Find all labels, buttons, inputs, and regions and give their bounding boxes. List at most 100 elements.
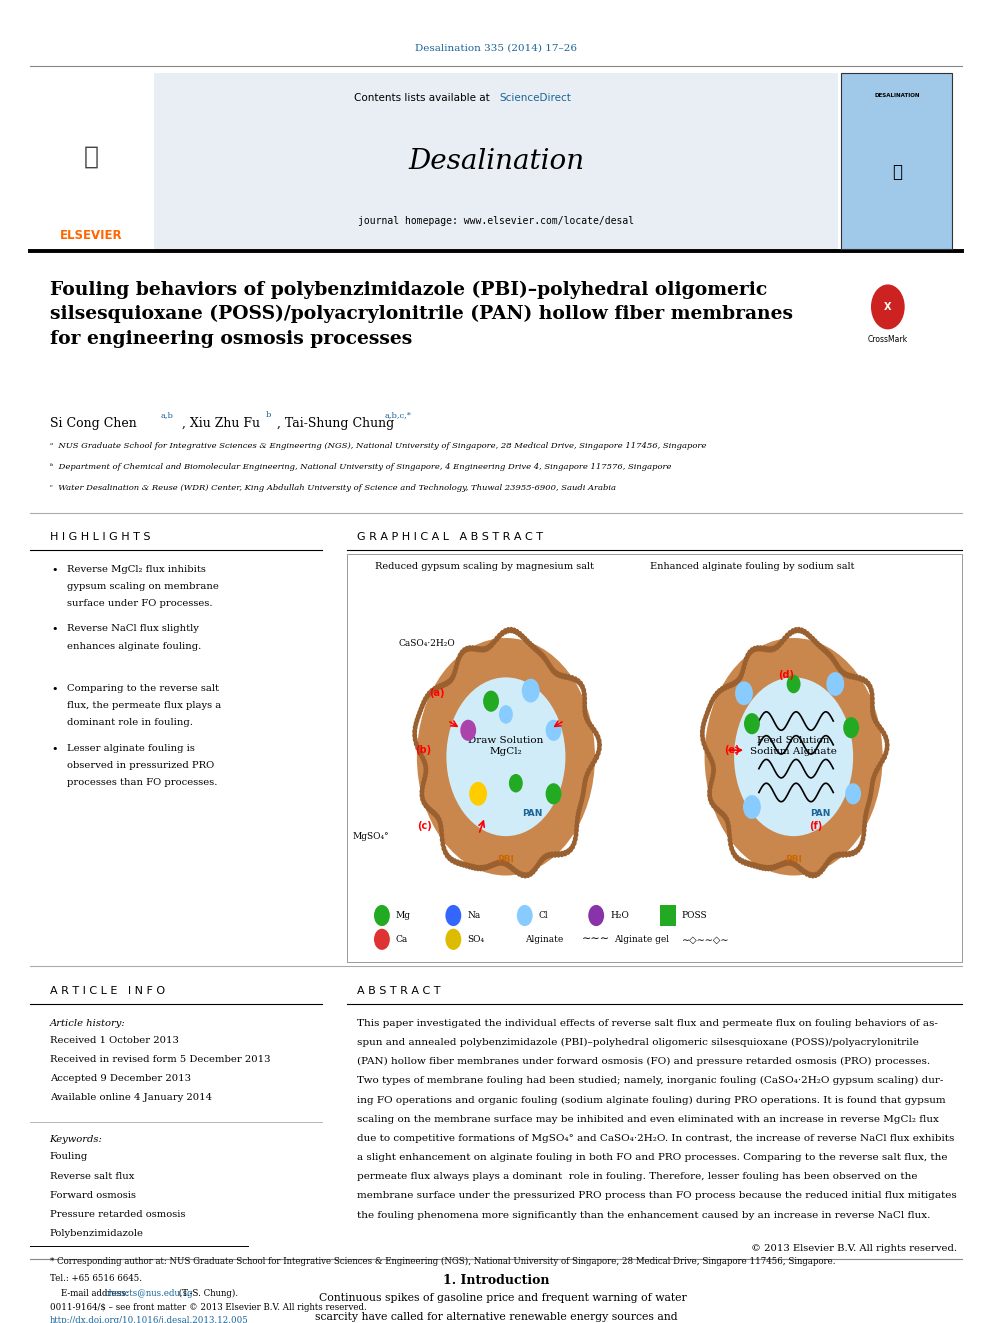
Text: G R A P H I C A L   A B S T R A C T: G R A P H I C A L A B S T R A C T bbox=[357, 532, 544, 542]
Circle shape bbox=[446, 679, 451, 685]
Circle shape bbox=[493, 861, 498, 867]
Circle shape bbox=[778, 861, 783, 868]
Circle shape bbox=[538, 860, 543, 865]
Circle shape bbox=[586, 767, 591, 774]
Circle shape bbox=[580, 791, 585, 798]
Circle shape bbox=[528, 640, 533, 647]
Circle shape bbox=[581, 785, 586, 790]
Circle shape bbox=[432, 687, 436, 692]
Circle shape bbox=[869, 785, 874, 790]
Circle shape bbox=[452, 859, 457, 865]
Text: spun and annealed polybenzimidazole (PBI)–polyhedral oligomeric silsesquioxane (: spun and annealed polybenzimidazole (PBI… bbox=[357, 1037, 919, 1046]
Circle shape bbox=[837, 852, 842, 857]
Circle shape bbox=[781, 861, 786, 867]
Circle shape bbox=[731, 680, 736, 687]
Circle shape bbox=[799, 867, 804, 873]
Circle shape bbox=[826, 651, 831, 658]
Circle shape bbox=[812, 639, 817, 644]
Circle shape bbox=[712, 693, 717, 700]
Text: Continuous spikes of gasoline price and frequent warning of water: Continuous spikes of gasoline price and … bbox=[306, 1293, 686, 1303]
Circle shape bbox=[435, 814, 440, 820]
Circle shape bbox=[744, 713, 760, 734]
Circle shape bbox=[457, 652, 462, 659]
Text: Reverse NaCl flux slightly: Reverse NaCl flux slightly bbox=[67, 624, 199, 634]
Circle shape bbox=[843, 717, 859, 738]
Circle shape bbox=[807, 872, 812, 878]
Circle shape bbox=[726, 823, 731, 830]
Circle shape bbox=[558, 672, 561, 679]
Circle shape bbox=[711, 765, 716, 771]
Circle shape bbox=[786, 860, 791, 865]
Text: flux, the permeate flux plays a: flux, the permeate flux plays a bbox=[67, 701, 221, 710]
Circle shape bbox=[470, 864, 475, 871]
Text: Draw Solution
MgCl₂: Draw Solution MgCl₂ bbox=[468, 736, 544, 757]
Circle shape bbox=[711, 802, 716, 808]
Circle shape bbox=[478, 865, 483, 872]
Circle shape bbox=[423, 762, 428, 769]
Circle shape bbox=[831, 853, 836, 860]
Circle shape bbox=[704, 709, 709, 716]
Text: b: b bbox=[266, 411, 271, 419]
Text: © 2013 Elsevier B.V. All rights reserved.: © 2013 Elsevier B.V. All rights reserved… bbox=[751, 1244, 957, 1253]
Text: Reduced gypsum scaling by magnesium salt: Reduced gypsum scaling by magnesium salt bbox=[375, 562, 594, 572]
Text: •: • bbox=[52, 565, 59, 576]
Text: •: • bbox=[52, 684, 59, 695]
Text: surface under FO processes.: surface under FO processes. bbox=[67, 599, 213, 609]
Circle shape bbox=[429, 807, 434, 814]
Circle shape bbox=[782, 635, 787, 642]
Circle shape bbox=[417, 747, 422, 754]
Text: PAN: PAN bbox=[523, 810, 543, 819]
Circle shape bbox=[587, 721, 592, 728]
Circle shape bbox=[414, 740, 419, 746]
Circle shape bbox=[870, 696, 875, 703]
Circle shape bbox=[796, 864, 801, 871]
Circle shape bbox=[553, 851, 558, 857]
Circle shape bbox=[506, 627, 511, 634]
Circle shape bbox=[806, 631, 809, 638]
Text: enhances alginate fouling.: enhances alginate fouling. bbox=[67, 642, 201, 651]
Circle shape bbox=[490, 861, 495, 868]
Circle shape bbox=[545, 659, 550, 665]
Circle shape bbox=[710, 696, 715, 703]
Circle shape bbox=[884, 750, 889, 757]
Circle shape bbox=[535, 647, 540, 654]
Circle shape bbox=[579, 798, 584, 804]
Text: Accepted 9 December 2013: Accepted 9 December 2013 bbox=[50, 1074, 190, 1084]
Circle shape bbox=[424, 765, 429, 771]
Text: Mg: Mg bbox=[396, 912, 411, 919]
Text: (e): (e) bbox=[724, 745, 740, 755]
Circle shape bbox=[810, 872, 815, 878]
Text: CrossMark: CrossMark bbox=[868, 335, 908, 344]
Circle shape bbox=[422, 700, 427, 706]
Text: Available online 4 January 2014: Available online 4 January 2014 bbox=[50, 1093, 211, 1102]
Text: Desalination: Desalination bbox=[408, 148, 584, 175]
Circle shape bbox=[737, 857, 742, 863]
Circle shape bbox=[454, 660, 459, 667]
Text: ScienceDirect: ScienceDirect bbox=[499, 93, 570, 103]
Circle shape bbox=[575, 811, 580, 818]
Circle shape bbox=[870, 704, 875, 710]
Circle shape bbox=[734, 677, 853, 836]
Circle shape bbox=[596, 738, 601, 745]
Circle shape bbox=[854, 675, 859, 680]
Circle shape bbox=[746, 860, 751, 867]
Circle shape bbox=[769, 864, 774, 871]
Circle shape bbox=[540, 856, 545, 863]
Circle shape bbox=[859, 840, 864, 847]
Text: CaSO₄·2H₂O: CaSO₄·2H₂O bbox=[398, 639, 455, 648]
Circle shape bbox=[529, 871, 533, 877]
Circle shape bbox=[847, 851, 852, 857]
Circle shape bbox=[526, 872, 531, 878]
Circle shape bbox=[880, 728, 884, 733]
Text: (PAN) hollow fiber membranes under forward osmosis (FO) and pressure retarded os: (PAN) hollow fiber membranes under forwa… bbox=[357, 1057, 930, 1066]
Circle shape bbox=[767, 646, 772, 652]
Text: POSS: POSS bbox=[682, 912, 707, 919]
Circle shape bbox=[861, 831, 866, 837]
Circle shape bbox=[883, 734, 888, 741]
Circle shape bbox=[845, 672, 849, 679]
Circle shape bbox=[423, 773, 428, 779]
Circle shape bbox=[777, 642, 782, 648]
Text: a,b: a,b bbox=[161, 411, 174, 419]
Circle shape bbox=[749, 861, 754, 868]
Text: a,b,c,*: a,b,c,* bbox=[385, 411, 412, 419]
